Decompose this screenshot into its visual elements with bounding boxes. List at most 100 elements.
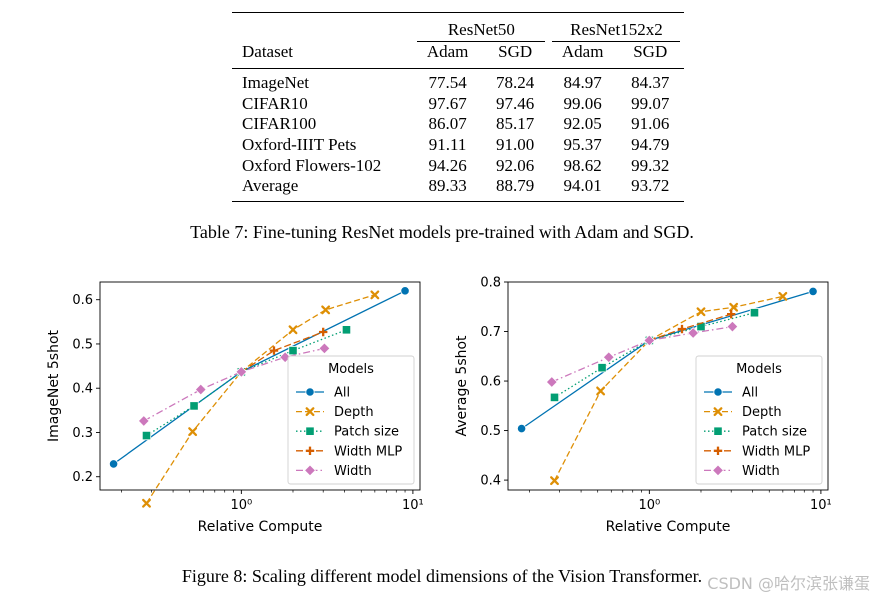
data-point [550, 476, 559, 486]
column-header-adam: Adam [426, 41, 469, 61]
data-point [713, 387, 723, 397]
legend-label: All [742, 386, 758, 401]
table-header-sub-row: Dataset Adam SGD Adam SGD [232, 42, 684, 69]
x-tick-label: 10¹ [402, 498, 424, 513]
data-point [602, 351, 615, 364]
series-line [145, 294, 375, 504]
results-table-container: ResNet50 ResNet152x2 Dataset Adam SGD Ad… [232, 11, 684, 202]
data-point [341, 325, 352, 335]
table-body: ImageNet 77.54 78.24 84.97 84.37 CIFAR10 97.67… [232, 68, 684, 202]
table-row: CIFAR100 86.07 85.17 92.05 91.06 [232, 114, 684, 135]
value-cell: 91.11 [428, 134, 467, 154]
data-point [288, 325, 298, 335]
data-point [370, 290, 380, 300]
data-point [108, 459, 119, 469]
imagenet-5shot-chart: 0.2 0.3 0.4 0.5 0.6 10⁰ 10¹ Relative Compute Ima… [46, 281, 424, 535]
data-point [305, 387, 315, 397]
data-point [188, 427, 198, 437]
legend-label: All [334, 386, 350, 401]
value-cell: 91.06 [631, 114, 670, 134]
data-point [713, 446, 723, 455]
y-tick-label: 0.4 [72, 382, 93, 397]
y-tick-label: 0.7 [480, 325, 501, 340]
data-point [516, 423, 527, 434]
data-point [142, 498, 151, 508]
legend-label: Depth [334, 405, 374, 420]
legend-label: Patch size [742, 425, 807, 440]
group-header-resnet152x2: ResNet152x2 [548, 11, 684, 42]
series-width [545, 320, 739, 389]
data-point [749, 308, 760, 318]
legend-label: Width [742, 464, 780, 479]
series-width-mlp [645, 309, 736, 345]
y-axis-label: Average 5shot [454, 335, 470, 437]
value-cell: 94.79 [631, 134, 670, 154]
dataset-cell: Oxford-IIIT Pets [242, 134, 357, 154]
data-point [729, 302, 739, 312]
value-cell: 95.37 [563, 134, 602, 154]
legend-box [287, 355, 415, 485]
plot-frame [99, 281, 421, 491]
value-cell: 77.54 [413, 68, 482, 94]
table-row: CIFAR10 97.67 97.46 99.06 99.07 [232, 94, 684, 115]
column-header-adam: Adam [561, 41, 604, 61]
data-point [304, 464, 316, 477]
data-point [318, 342, 331, 355]
legend-title: Models [328, 362, 374, 377]
dataset-cell: Average [232, 176, 414, 202]
value-cell: 92.05 [563, 114, 602, 134]
x-tick-label: 10¹ [810, 498, 832, 513]
value-cell: 86.07 [428, 114, 467, 134]
watermark: CSDN @哈尔滨张谦蛋 [707, 574, 870, 593]
data-point [643, 334, 656, 347]
legend-label: Width MLP [742, 444, 810, 459]
legend-box [695, 355, 823, 485]
y-tick-label: 0.6 [480, 375, 501, 390]
data-point [305, 446, 315, 455]
value-cell: 97.46 [496, 93, 535, 113]
series-line [146, 329, 347, 437]
data-point [235, 365, 248, 378]
value-cell: 84.97 [548, 68, 617, 94]
table-row: Oxford Flowers-102 94.26 92.06 98.62 99.32 [232, 156, 684, 177]
data-point [597, 363, 607, 373]
value-cell: 98.62 [563, 155, 602, 175]
value-cell: 94.26 [428, 155, 467, 175]
series-line [553, 295, 783, 481]
data-point [712, 464, 724, 477]
series-width [137, 342, 331, 427]
data-point [269, 346, 279, 355]
column-header-dataset: Dataset [242, 41, 293, 61]
data-point [677, 324, 687, 334]
table-header-group-row: ResNet50 ResNet152x2 [232, 11, 684, 42]
data-point [279, 351, 292, 364]
y-tick-label: 0.5 [480, 424, 501, 439]
data-point [696, 307, 706, 317]
data-point [687, 327, 700, 339]
legend: Models All Depth Patch size Width MLP Width [287, 355, 415, 485]
table-caption: Table 7: Fine-tuning ResNet models pre-t… [190, 222, 694, 242]
data-point [305, 426, 315, 436]
data-point [726, 309, 736, 319]
series-line [554, 312, 755, 398]
value-cell: 93.72 [616, 176, 684, 202]
x-axis-label: Relative Compute [606, 519, 731, 535]
value-cell: 78.24 [481, 68, 549, 94]
average-5shot-chart: 0.4 0.5 0.6 0.7 0.8 10⁰ 10¹ Relative Compute Ave… [454, 276, 832, 536]
data-point [189, 401, 199, 411]
value-cell: 99.07 [631, 93, 670, 113]
dataset-cell: Oxford Flowers-102 [242, 155, 382, 175]
dataset-cell: CIFAR10 [242, 93, 308, 113]
y-tick-label: 0.4 [480, 474, 501, 489]
value-cell: 85.17 [496, 114, 535, 134]
data-point [288, 345, 298, 356]
value-cell: 91.00 [496, 134, 535, 154]
data-point [141, 430, 152, 441]
value-cell: 88.79 [481, 176, 549, 202]
series-line [240, 331, 324, 373]
legend-label: Width [334, 464, 372, 479]
legend-title: Models [736, 362, 782, 377]
data-point [137, 414, 150, 427]
x-axis-label: Relative Compute [198, 519, 323, 535]
y-tick-label: 0.3 [72, 426, 93, 441]
